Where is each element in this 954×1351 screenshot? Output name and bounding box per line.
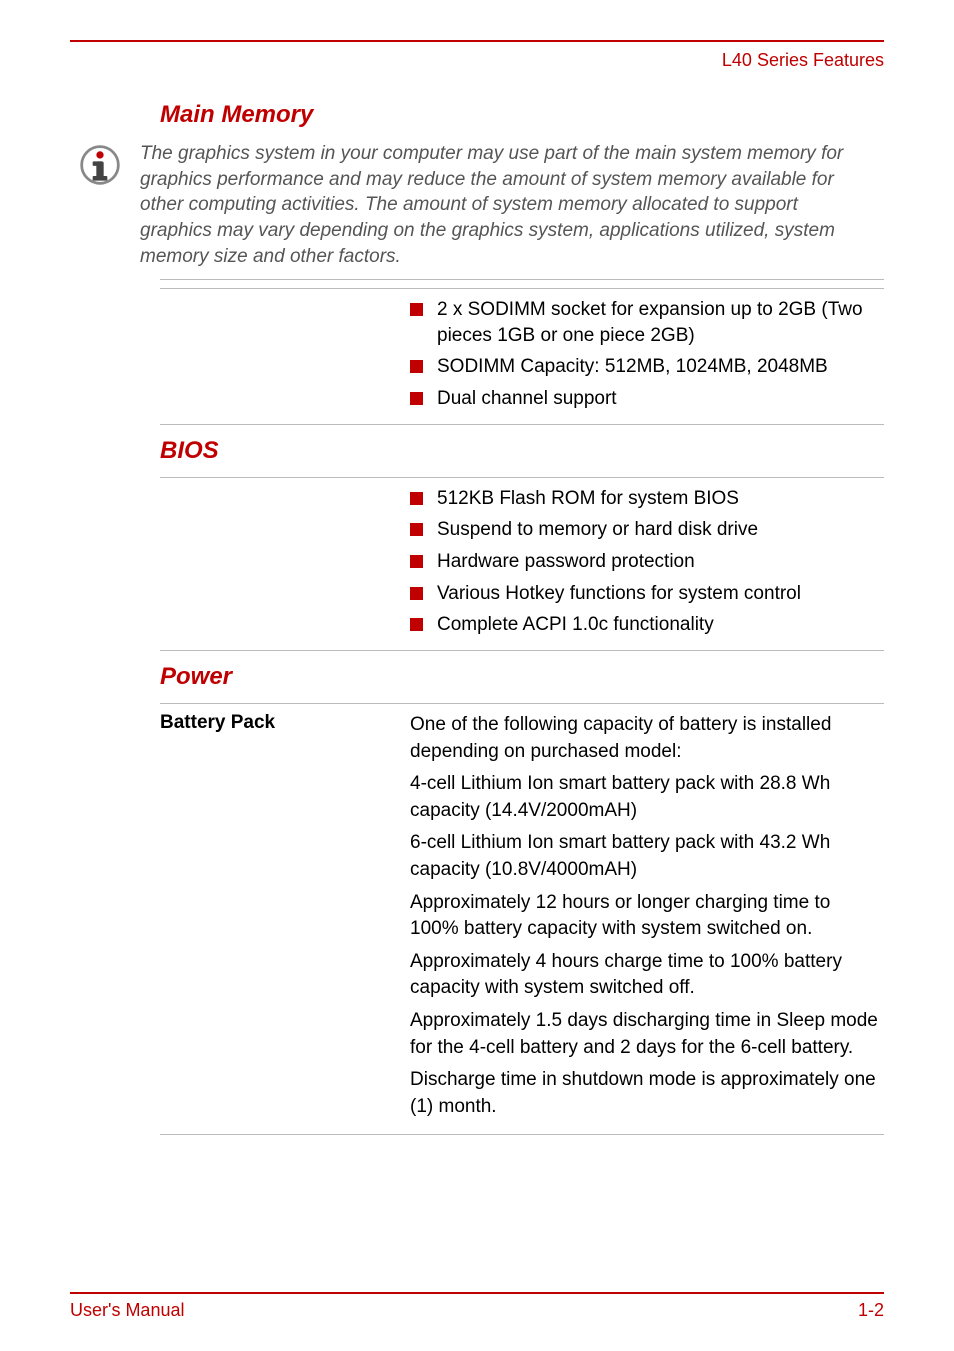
rule: [160, 650, 884, 651]
info-note-block: The graphics system in your computer may…: [70, 141, 884, 269]
battery-para: Approximately 4 hours charge time to 100…: [410, 949, 884, 1002]
bullet-text: 2 x SODIMM socket for expansion up to 2G…: [437, 297, 874, 348]
battery-pack-content: One of the following capacity of battery…: [410, 712, 884, 1126]
table-row: Battery Pack One of the following capaci…: [160, 703, 884, 1135]
battery-para: Discharge time in shutdown mode is appro…: [410, 1067, 884, 1120]
footer: User's Manual 1-2: [70, 1292, 884, 1321]
bullet-icon: [410, 523, 423, 536]
list-item: Hardware password protection: [410, 549, 874, 575]
bullet-icon: [410, 587, 423, 600]
info-note-text: The graphics system in your computer may…: [130, 141, 884, 269]
bullet-text: Suspend to memory or hard disk drive: [437, 517, 758, 543]
bullet-text: Various Hotkey functions for system cont…: [437, 581, 801, 607]
rule: [160, 288, 884, 289]
bullet-icon: [410, 618, 423, 631]
list-item: 2 x SODIMM socket for expansion up to 2G…: [410, 297, 874, 348]
list-item: 512KB Flash ROM for system BIOS: [410, 486, 874, 512]
battery-pack-label: Battery Pack: [160, 712, 410, 1126]
footer-left: User's Manual: [70, 1300, 184, 1321]
rule: [160, 477, 884, 478]
page: L40 Series Features Main Memory The grap…: [0, 0, 954, 1351]
footer-rule: [70, 1292, 884, 1294]
rule: [160, 279, 884, 280]
battery-para: One of the following capacity of battery…: [410, 712, 884, 765]
main-memory-title: Main Memory: [160, 101, 884, 129]
battery-para: Approximately 1.5 days discharging time …: [410, 1008, 884, 1061]
bullet-icon: [410, 492, 423, 505]
list-item: Dual channel support: [410, 386, 874, 412]
header-series: L40 Series Features: [70, 50, 884, 71]
list-item: Various Hotkey functions for system cont…: [410, 581, 874, 607]
footer-page: 1-2: [858, 1300, 884, 1321]
bullet-icon: [410, 360, 423, 373]
list-item: SODIMM Capacity: 512MB, 1024MB, 2048MB: [410, 354, 874, 380]
bullet-icon: [410, 555, 423, 568]
rule: [160, 424, 884, 425]
list-item: Complete ACPI 1.0c functionality: [410, 612, 874, 638]
bullet-icon: [410, 392, 423, 405]
main-memory-bullets: 2 x SODIMM socket for expansion up to 2G…: [410, 297, 884, 412]
battery-para: 6-cell Lithium Ion smart battery pack wi…: [410, 830, 884, 883]
bios-title: BIOS: [160, 437, 884, 465]
battery-para: 4-cell Lithium Ion smart battery pack wi…: [410, 771, 884, 824]
bullet-text: Hardware password protection: [437, 549, 695, 575]
power-title: Power: [160, 663, 884, 691]
info-icon: [70, 141, 130, 192]
power-table: Battery Pack One of the following capaci…: [160, 703, 884, 1135]
list-item: Suspend to memory or hard disk drive: [410, 517, 874, 543]
bullet-text: SODIMM Capacity: 512MB, 1024MB, 2048MB: [437, 354, 828, 380]
bullet-icon: [410, 303, 423, 316]
bios-bullets: 512KB Flash ROM for system BIOS Suspend …: [410, 486, 884, 638]
bullet-text: Complete ACPI 1.0c functionality: [437, 612, 714, 638]
header-rule: [70, 40, 884, 42]
battery-para: Approximately 12 hours or longer chargin…: [410, 890, 884, 943]
bullet-text: 512KB Flash ROM for system BIOS: [437, 486, 739, 512]
bullet-text: Dual channel support: [437, 386, 617, 412]
